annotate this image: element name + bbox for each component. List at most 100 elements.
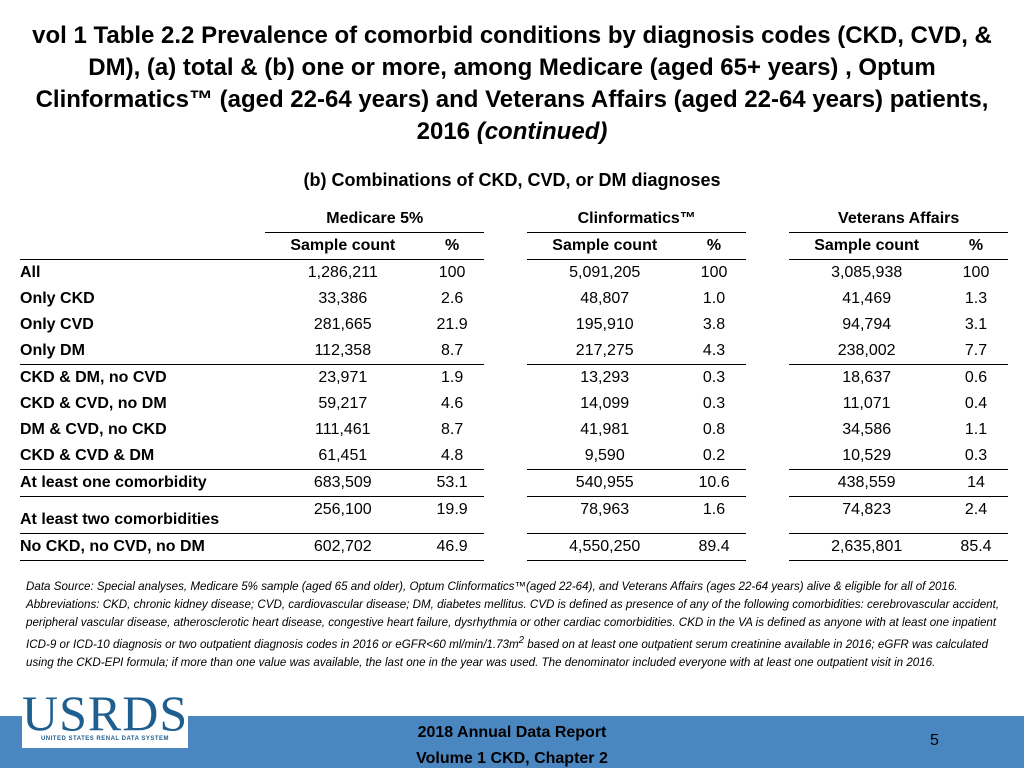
col-percent: % — [706, 237, 722, 254]
va-count: 94,794 — [842, 316, 892, 333]
spacer-cell — [746, 497, 789, 534]
va-percent: 1.3 — [964, 290, 988, 307]
spacer-cell — [746, 286, 789, 312]
va-count: 34,586 — [842, 421, 892, 438]
medicare-percent: 21.9 — [436, 316, 468, 333]
spacer-cell — [746, 534, 789, 561]
medicare-count: 33,386 — [318, 290, 368, 307]
row-label: CKD & CVD & DM — [20, 447, 155, 464]
medicare-count: 1,286,211 — [265, 259, 421, 286]
table-row: DM & CVD, no CKD 111,461 8.7 41,981 0.8 34,58… — [20, 417, 1008, 443]
col-percent: % — [444, 237, 460, 254]
clinformatics-count: 41,981 — [580, 421, 630, 438]
medicare-count: 59,217 — [318, 395, 368, 412]
col-sample-count: Sample count — [552, 237, 658, 254]
medicare-count: 23,971 — [265, 364, 421, 391]
va-percent: 85.4 — [944, 533, 1008, 561]
medicare-percent: 4.8 — [440, 447, 464, 464]
page-title: vol 1 Table 2.2 Prevalence of comorbid c… — [20, 20, 1004, 148]
table-row: No CKD, no CVD, no DM 602,702 46.9 4,550,25… — [20, 533, 1008, 561]
spacer-cell — [746, 417, 789, 443]
clinformatics-count: 14,099 — [580, 395, 630, 412]
medicare-percent: 4.6 — [440, 395, 464, 412]
table-row: All 1,286,211 100 5,091,205 100 3,085,938 100 — [20, 259, 1008, 287]
va-count: 3,085,938 — [789, 259, 944, 286]
footer-report-title: 2018 Annual Data Report Volume 1 CKD, Ch… — [362, 720, 662, 772]
clinformatics-count: 78,963 — [527, 496, 683, 534]
row-label: CKD & DM, no CVD — [20, 364, 266, 391]
usrds-logo: USRDS UNITED STATES RENAL DATA SYSTEM — [22, 685, 188, 748]
row-label: Only CVD — [20, 316, 94, 333]
va-count: 238,002 — [837, 342, 896, 359]
data-source-notes: Data Source: Special analyses, Medicare … — [26, 578, 1001, 672]
clinformatics-percent: 10.6 — [682, 469, 746, 497]
table-row: At least one comorbidity 683,509 53.1 540,9… — [20, 469, 1008, 497]
spacer-cell — [484, 312, 527, 338]
table-row: Only CKD 33,386 2.6 48,807 1.0 41,469 1.3 — [20, 286, 1008, 312]
page-number: 5 — [930, 732, 939, 749]
row-label: CKD & CVD, no DM — [20, 395, 167, 412]
col-sample-count: Sample count — [290, 237, 396, 254]
clinformatics-percent: 0.2 — [702, 447, 726, 464]
medicare-percent: 19.9 — [420, 496, 485, 534]
clinformatics-percent: 0.8 — [702, 421, 726, 438]
spacer-cell — [484, 497, 527, 534]
table-row: CKD & DM, no CVD 23,971 1.9 13,293 0.3 18,637… — [20, 364, 1008, 392]
clinformatics-percent: 100 — [682, 259, 746, 286]
clinformatics-count: 13,293 — [527, 364, 683, 391]
clinformatics-count: 217,275 — [575, 342, 634, 359]
medicare-count: 61,451 — [318, 447, 368, 464]
row-label: At least two comorbidities — [20, 496, 266, 534]
group-medicare: Medicare 5% — [265, 206, 485, 233]
medicare-percent: 53.1 — [420, 469, 485, 497]
spacer-cell — [484, 470, 527, 497]
group-header-row: Medicare 5% Clinformatics™ Veterans Affa… — [20, 206, 1008, 233]
notes-superscript: 2 — [518, 635, 525, 646]
title-continued: (continued) — [476, 118, 608, 145]
medicare-percent: 1.9 — [420, 364, 485, 391]
va-percent: 2.4 — [944, 496, 1008, 534]
spacer-cell — [484, 260, 527, 287]
col-sample-count: Sample count — [814, 237, 920, 254]
spacer-cell — [746, 365, 789, 392]
va-percent: 7.7 — [964, 342, 988, 359]
medicare-count: 112,358 — [314, 342, 372, 359]
medicare-count: 256,100 — [265, 496, 421, 534]
va-percent: 0.3 — [964, 447, 988, 464]
spacer-cell — [484, 417, 527, 443]
clinformatics-percent: 1.6 — [682, 496, 746, 534]
spacer-cell — [484, 365, 527, 392]
medicare-percent: 8.7 — [440, 342, 464, 359]
logo-subtext: UNITED STATES RENAL DATA SYSTEM — [40, 736, 170, 742]
notes-text-1: Data Source: Special analyses, Medicare … — [26, 580, 1000, 651]
clinformatics-percent: 3.8 — [702, 316, 726, 333]
va-count: 2,635,801 — [789, 533, 944, 561]
footer-line-2: Volume 1 CKD, Chapter 2 — [416, 750, 608, 767]
spacer-cell — [484, 338, 527, 365]
logo-text: USRDS — [22, 685, 189, 741]
table-row: Only CVD 281,665 21.9 195,910 3.8 94,794 3.1 — [20, 312, 1008, 338]
va-percent: 14 — [944, 469, 1008, 497]
spacer-cell — [746, 391, 789, 417]
spacer-cell — [484, 534, 527, 561]
clinformatics-percent: 0.3 — [702, 395, 726, 412]
comorbidity-table: Medicare 5% Clinformatics™ Veterans Affa… — [20, 206, 1008, 561]
clinformatics-percent: 1.0 — [702, 290, 726, 307]
va-percent: 3.1 — [964, 316, 988, 333]
clinformatics-count: 540,955 — [527, 469, 683, 497]
va-percent: 1.1 — [964, 421, 988, 438]
spacer-cell — [746, 312, 789, 338]
va-percent: 100 — [944, 259, 1008, 286]
spacer-cell — [746, 470, 789, 497]
clinformatics-percent: 4.3 — [702, 342, 726, 359]
spacer-cell — [746, 260, 789, 287]
group-va: Veterans Affairs — [789, 206, 1008, 233]
notes-text-2: based on at least one outpatient serum c… — [26, 637, 989, 669]
medicare-percent: 100 — [420, 259, 485, 286]
row-label: All — [20, 259, 266, 286]
row-label: DM & CVD, no CKD — [20, 421, 167, 438]
medicare-percent: 8.7 — [440, 421, 464, 438]
va-count: 10,529 — [842, 447, 892, 464]
spacer-cell — [746, 338, 789, 365]
group-clinformatics: Clinformatics™ — [527, 206, 746, 233]
